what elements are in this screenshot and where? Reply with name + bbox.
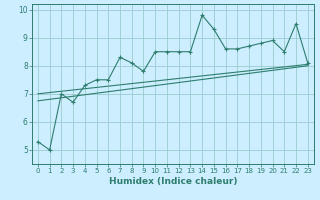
- X-axis label: Humidex (Indice chaleur): Humidex (Indice chaleur): [108, 177, 237, 186]
